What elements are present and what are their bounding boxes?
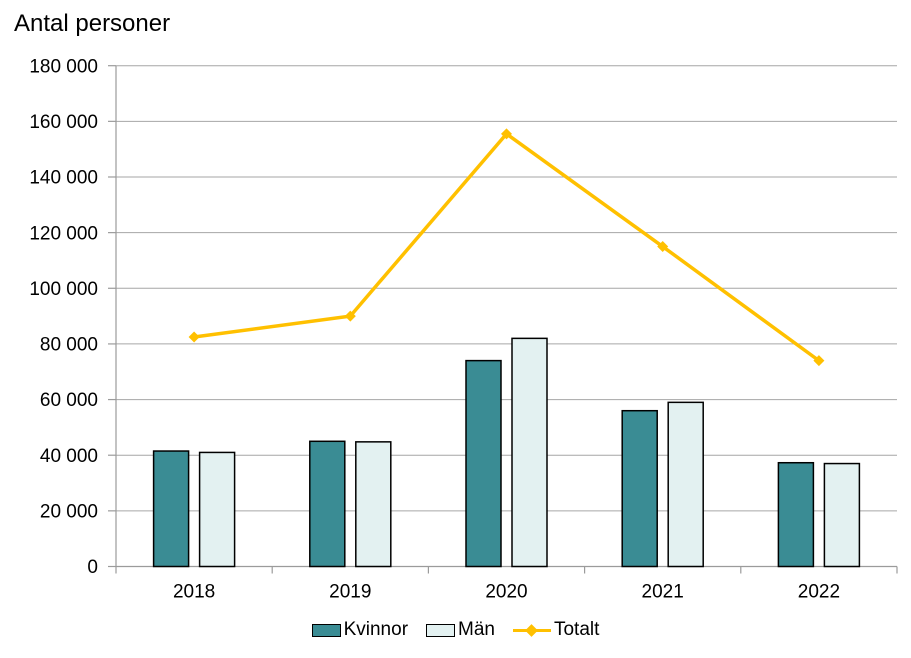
svg-text:2019: 2019 xyxy=(329,582,371,603)
plot-area: 0 20 000 40 000 60 000 80 000 100 000 120 000 1… xyxy=(29,56,898,603)
svg-text:160 000: 160 000 xyxy=(29,112,98,133)
svg-text:2018: 2018 xyxy=(173,582,215,603)
legend-item-kvinnor: Kvinnor xyxy=(311,619,409,641)
legend-label-man: Män xyxy=(458,619,495,640)
svg-text:2020: 2020 xyxy=(485,582,527,603)
legend-label-totalt: Totalt xyxy=(553,619,600,640)
legend-label-kvinnor: Kvinnor xyxy=(343,619,409,640)
svg-text:40 000: 40 000 xyxy=(40,446,98,467)
svg-text:120 000: 120 000 xyxy=(29,223,98,244)
svg-text:80 000: 80 000 xyxy=(40,335,98,356)
legend-item-man: Män xyxy=(426,619,495,641)
svg-text:60 000: 60 000 xyxy=(40,390,98,411)
legend-item-totalt: Totalt xyxy=(512,619,600,641)
kvinnor-color-swatch-icon xyxy=(311,623,341,637)
svg-text:2021: 2021 xyxy=(642,582,684,603)
svg-text:180 000: 180 000 xyxy=(29,56,98,77)
svg-text:100 000: 100 000 xyxy=(29,279,98,300)
svg-text:140 000: 140 000 xyxy=(29,168,98,189)
legend: Kvinnor Män Totalt xyxy=(0,619,911,641)
chart-title: Antal personer xyxy=(14,10,171,37)
totalt-line-marker-icon xyxy=(512,623,551,637)
man-color-swatch-icon xyxy=(426,623,456,637)
svg-text:20 000: 20 000 xyxy=(40,502,98,523)
svg-text:2022: 2022 xyxy=(798,582,840,603)
svg-text:0: 0 xyxy=(87,557,98,578)
